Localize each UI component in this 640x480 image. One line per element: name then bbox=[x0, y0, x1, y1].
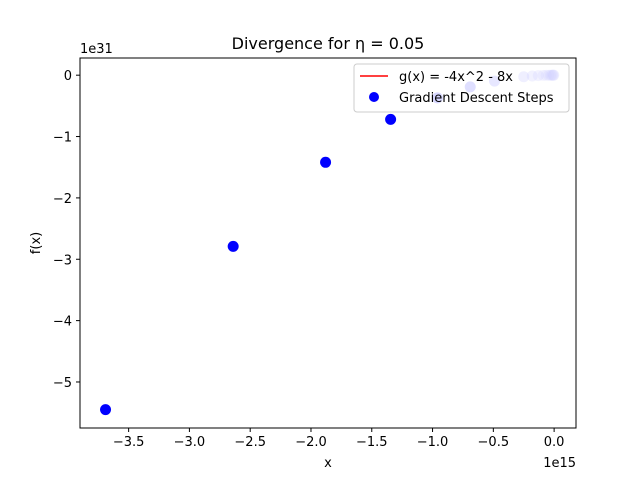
data-point bbox=[227, 240, 239, 252]
plot-area bbox=[79, 57, 577, 429]
x-tick-label: −2.5 bbox=[234, 435, 266, 450]
y-tick-label: −3 bbox=[53, 253, 72, 268]
y-axis-ticks: 0 −1 −2 −3 −4 −5 bbox=[53, 69, 80, 391]
x-tick-label: 0.0 bbox=[544, 435, 565, 450]
data-point bbox=[320, 156, 332, 168]
legend: g(x) = -4x^2 - 8x Gradient Descent Steps bbox=[353, 63, 570, 113]
y-tick-label: −1 bbox=[53, 131, 72, 146]
x-tick-label: −3.0 bbox=[174, 435, 206, 450]
axes-frame bbox=[79, 57, 577, 429]
data-point bbox=[100, 404, 112, 416]
x-axis-offset-label: 1e15 bbox=[543, 456, 576, 471]
legend-label-function: g(x) = -4x^2 - 8x bbox=[399, 70, 513, 85]
y-axis-label: f(x) bbox=[29, 232, 44, 254]
y-tick-label: −2 bbox=[53, 192, 72, 207]
x-tick-label: −1.0 bbox=[417, 435, 449, 450]
y-axis-offset-label: 1e31 bbox=[80, 42, 113, 57]
x-tick-label: −2.0 bbox=[295, 435, 327, 450]
legend-label-steps: Gradient Descent Steps bbox=[399, 91, 554, 106]
y-tick-label: 0 bbox=[64, 69, 72, 84]
legend-marker-swatch bbox=[369, 92, 379, 102]
data-point bbox=[385, 113, 397, 125]
legend-box bbox=[353, 63, 570, 113]
plot-background bbox=[80, 58, 576, 428]
x-tick-label: −3.5 bbox=[113, 435, 145, 450]
chart-title: Divergence for η = 0.05 bbox=[232, 34, 425, 53]
x-axis-ticks: −3.5 −3.0 −2.5 −2.0 −1.5 −1.0 −0.5 0.0 bbox=[113, 428, 565, 450]
y-tick-label: −4 bbox=[53, 315, 72, 330]
x-axis-label: x bbox=[324, 456, 332, 471]
x-tick-label: −0.5 bbox=[478, 435, 510, 450]
y-tick-label: −5 bbox=[53, 376, 72, 391]
x-tick-label: −1.5 bbox=[356, 435, 388, 450]
